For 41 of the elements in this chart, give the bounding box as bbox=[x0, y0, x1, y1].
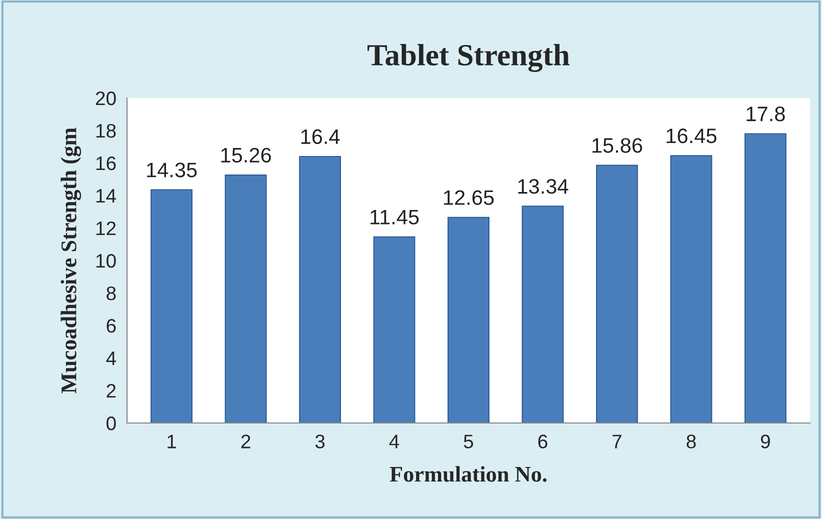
y-tick-label: 20 bbox=[96, 91, 116, 106]
x-tick-label: 7 bbox=[612, 434, 622, 448]
y-tick-label: 0 bbox=[106, 416, 116, 430]
bar bbox=[744, 133, 786, 423]
data-label: 17.8 bbox=[746, 106, 785, 122]
x-tick-label: 9 bbox=[760, 434, 770, 448]
bar bbox=[299, 156, 341, 423]
y-tick-label: 10 bbox=[96, 254, 116, 268]
bar bbox=[224, 174, 267, 423]
data-label: 16.45 bbox=[666, 128, 716, 144]
y-tick-label: 12 bbox=[96, 221, 116, 236]
y-tick-label: 14 bbox=[96, 189, 116, 203]
x-tick-label: 8 bbox=[686, 434, 696, 448]
data-label: 16.4 bbox=[301, 129, 340, 144]
y-tick-label: 18 bbox=[96, 124, 116, 138]
x-tick-label: 1 bbox=[168, 434, 176, 448]
y-tick-label: 2 bbox=[106, 384, 116, 398]
data-label: 15.26 bbox=[221, 148, 271, 163]
data-label: 13.34 bbox=[518, 179, 568, 194]
x-tick-label: 5 bbox=[464, 434, 474, 448]
x-tick-label: 2 bbox=[241, 434, 250, 448]
x-tick-label: 3 bbox=[315, 434, 325, 448]
x-axis-title: Formulation No. bbox=[390, 466, 547, 482]
x-tick-label: 4 bbox=[389, 434, 400, 448]
data-label: 14.35 bbox=[147, 162, 197, 178]
bar bbox=[373, 236, 416, 423]
data-label: 11.45 bbox=[370, 210, 419, 224]
bar bbox=[670, 155, 712, 423]
data-label: 12.65 bbox=[444, 190, 494, 205]
bar bbox=[150, 189, 193, 423]
data-label: 15.86 bbox=[592, 138, 642, 153]
x-tick-label: 6 bbox=[538, 434, 548, 448]
y-tick-label: 16 bbox=[96, 156, 116, 170]
y-axis-title: Mucoadhesive Strength (gm bbox=[60, 128, 82, 394]
bar bbox=[596, 164, 638, 423]
bar bbox=[448, 216, 490, 423]
bar bbox=[522, 206, 564, 423]
y-tick-label: 8 bbox=[106, 286, 116, 300]
chart-title: Tablet Strength bbox=[368, 44, 570, 72]
y-tick-label: 4 bbox=[106, 352, 116, 366]
y-tick-label: 6 bbox=[106, 318, 116, 333]
